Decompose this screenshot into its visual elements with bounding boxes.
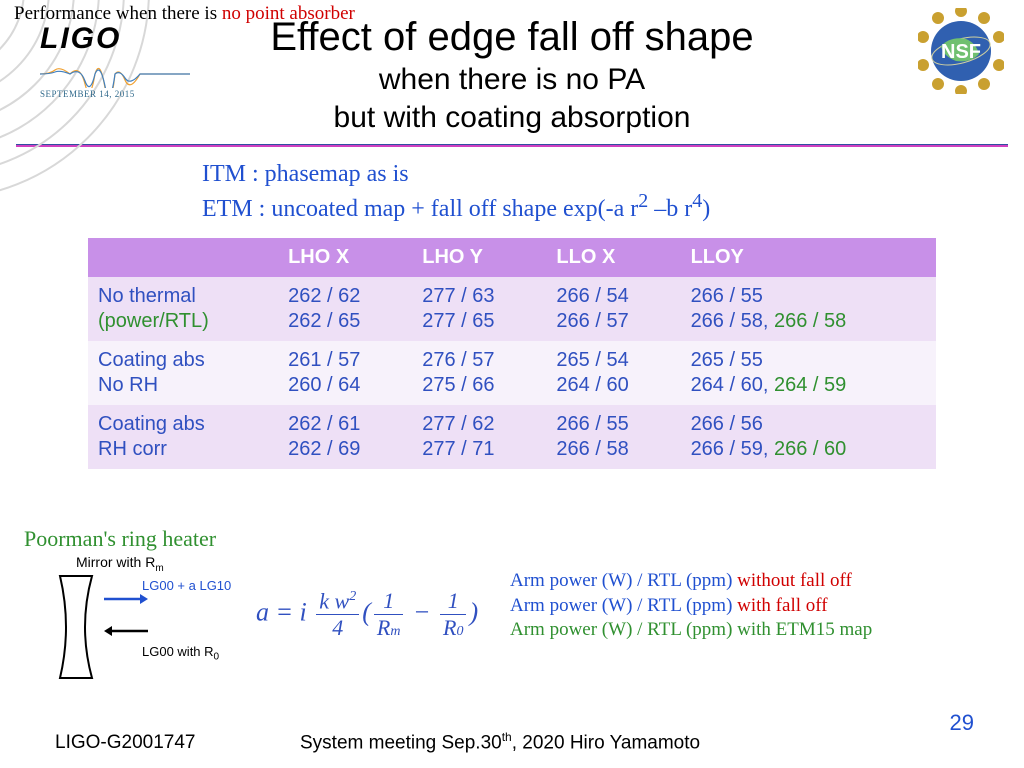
formula: a = i k w24(1Rm − 1R0) <box>256 590 478 639</box>
table-row: No thermal(power/RTL) 262 / 62262 / 65 2… <box>88 277 936 341</box>
ligo-logo: LIGO SEPTEMBER 14, 2015 <box>40 22 180 99</box>
table-cell: 262 / 62262 / 65 <box>278 277 412 341</box>
ligo-logo-date: SEPTEMBER 14, 2015 <box>40 89 180 99</box>
footer-page-number: 29 <box>950 710 974 736</box>
data-table: LHO X LHO Y LLO X LLOY No thermal(power/… <box>88 238 936 469</box>
table-cell: 266 / 56266 / 59, 266 / 60 <box>681 405 936 469</box>
table-cell: 265 / 55264 / 60, 264 / 59 <box>681 341 936 405</box>
legend-line-1: Arm power (W) / RTL (ppm) without fall o… <box>510 569 872 594</box>
table-header-lhoy: LHO Y <box>412 238 546 277</box>
table-header-row: LHO X LHO Y LLO X LLOY <box>88 238 936 277</box>
table-cell: 266 / 54266 / 57 <box>546 277 680 341</box>
mirror-shape-icon <box>56 574 102 680</box>
table-cell: 266 / 55266 / 58, 266 / 58 <box>681 277 936 341</box>
legend-block: Arm power (W) / RTL (ppm) without fall o… <box>510 569 872 643</box>
note-itm: ITM : phasemap as is <box>202 159 1024 189</box>
svg-text:NSF: NSF <box>941 41 981 63</box>
ring-heater-title: Poorman's ring heater <box>24 526 494 552</box>
table-header-lloy: LLOY <box>681 238 936 277</box>
table-cell: 265 / 54264 / 60 <box>546 341 680 405</box>
ring-heater-diagram: Mirror with Rm LG00 + a LG10 LG00 with R… <box>56 556 494 686</box>
row-label: Coating absNo RH <box>88 341 278 405</box>
black-arrow-icon <box>102 624 148 638</box>
nsf-logo: NSF <box>918 8 1004 99</box>
table-header-blank <box>88 238 278 277</box>
legend-line-3: Arm power (W) / RTL (ppm) with ETM15 map <box>510 618 872 643</box>
table-header-llox: LLO X <box>546 238 680 277</box>
table-cell: 262 / 61262 / 69 <box>278 405 412 469</box>
top-annotation-black: Performance when there is <box>14 3 222 24</box>
title-sub-2: but with coating absorption <box>20 100 1004 136</box>
ligo-logo-text: LIGO <box>40 22 180 56</box>
row-label: Coating absRH corr <box>88 405 278 469</box>
blue-arrow-icon <box>102 592 148 606</box>
top-annotation-red: no point absorber <box>222 3 355 24</box>
blue-arrow-label: LG00 + a LG10 <box>142 578 231 593</box>
footer-doc-id: LIGO-G2001747 <box>55 732 195 754</box>
black-arrow-label: LG00 with R0 <box>142 644 219 663</box>
table-row: Coating absNo RH 261 / 57260 / 64 276 / … <box>88 341 936 405</box>
footer-center: System meeting Sep.30th, 2020 Hiro Yamam… <box>300 730 700 754</box>
table-cell: 261 / 57260 / 64 <box>278 341 412 405</box>
ring-heater-block: Poorman's ring heater Mirror with Rm LG0… <box>24 526 494 686</box>
table-row: Coating absRH corr 262 / 61262 / 69 277 … <box>88 405 936 469</box>
table-cell: 266 / 55266 / 58 <box>546 405 680 469</box>
table-cell: 277 / 63277 / 65 <box>412 277 546 341</box>
legend-line-2: Arm power (W) / RTL (ppm) with fall off <box>510 594 872 619</box>
table-cell: 276 / 57275 / 66 <box>412 341 546 405</box>
row-label: No thermal(power/RTL) <box>88 277 278 341</box>
notes-block: ITM : phasemap as is ETM : uncoated map … <box>202 159 1024 224</box>
table-cell: 277 / 62277 / 71 <box>412 405 546 469</box>
note-etm: ETM : uncoated map + fall off shape exp(… <box>202 189 1024 224</box>
table-header-lhox: LHO X <box>278 238 412 277</box>
ligo-wave-icon <box>40 60 180 88</box>
mirror-label: Mirror with Rm <box>76 554 164 574</box>
